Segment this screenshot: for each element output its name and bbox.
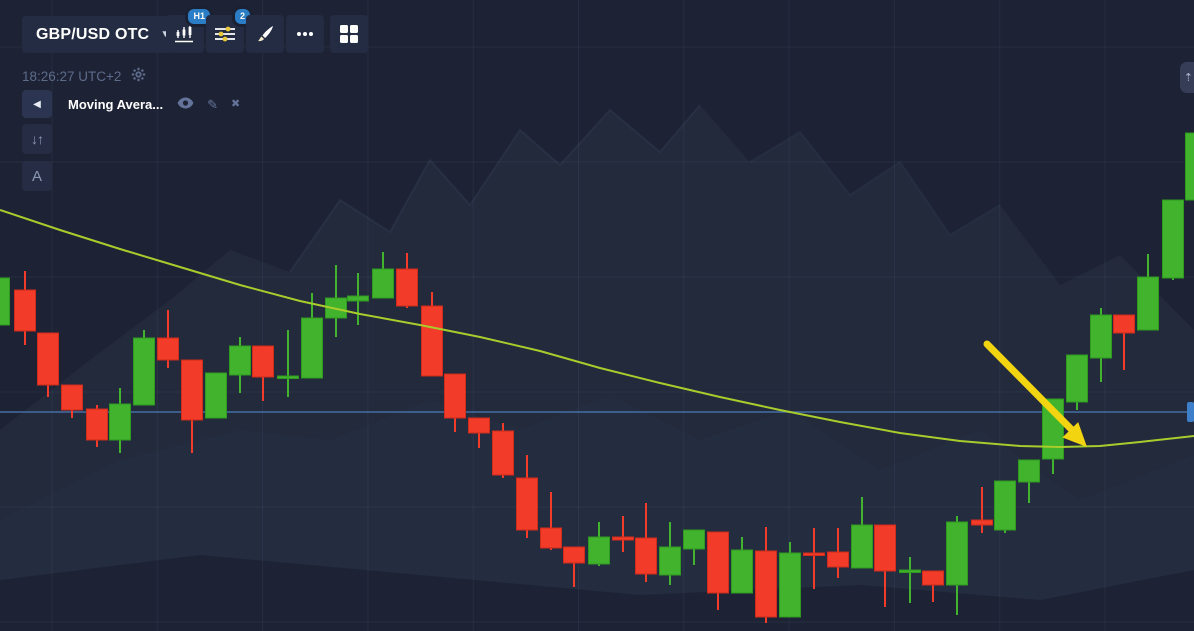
indicator-row: ◀ Moving Avera... ✎ ✖ (22, 90, 240, 118)
layout-grid-button[interactable] (330, 15, 368, 53)
moving-average-line (0, 209, 1194, 449)
edit-pencil-icon[interactable]: ✎ (207, 96, 219, 112)
chart-type-button[interactable]: H1 (166, 6, 213, 53)
brush-icon (258, 26, 273, 42)
remove-indicator-icon[interactable]: ✖ (231, 97, 241, 110)
chart-overlays (0, 209, 1194, 449)
symbol-label: GBP/USD OTC (36, 25, 150, 43)
symbol-selector-button[interactable]: GBP/USD OTC ▼ (22, 16, 185, 53)
candlestick-chart-icon (175, 25, 193, 43)
text-tool-button[interactable]: A (22, 161, 52, 191)
sort-updown-button[interactable]: ↓↑ (22, 124, 52, 154)
ellipsis-icon (297, 32, 313, 36)
drawing-tools-button[interactable] (246, 15, 284, 53)
grid-layout-icon (340, 25, 358, 43)
indicator-name-label: Moving Avera... (68, 96, 164, 112)
server-time: 18:26:27 UTC+2 (22, 68, 122, 84)
time-settings-gear-icon[interactable] (131, 67, 146, 85)
indicators-button[interactable]: 2 (206, 6, 253, 53)
collapse-panel-button[interactable]: ◀ (22, 90, 52, 118)
collapse-triangle-icon: ◀ (33, 98, 41, 110)
arrow-annotation (1062, 422, 1087, 447)
floating-button-partial[interactable]: ⇡ (1180, 62, 1194, 93)
more-options-button[interactable] (286, 15, 324, 53)
clock-row: 18:26:27 UTC+2 (22, 67, 146, 85)
chevron-down-icon: ▼ (160, 29, 170, 40)
visibility-eye-icon[interactable] (177, 97, 194, 111)
sliders-icon (215, 26, 235, 42)
candlestick-series (0, 132, 1194, 623)
